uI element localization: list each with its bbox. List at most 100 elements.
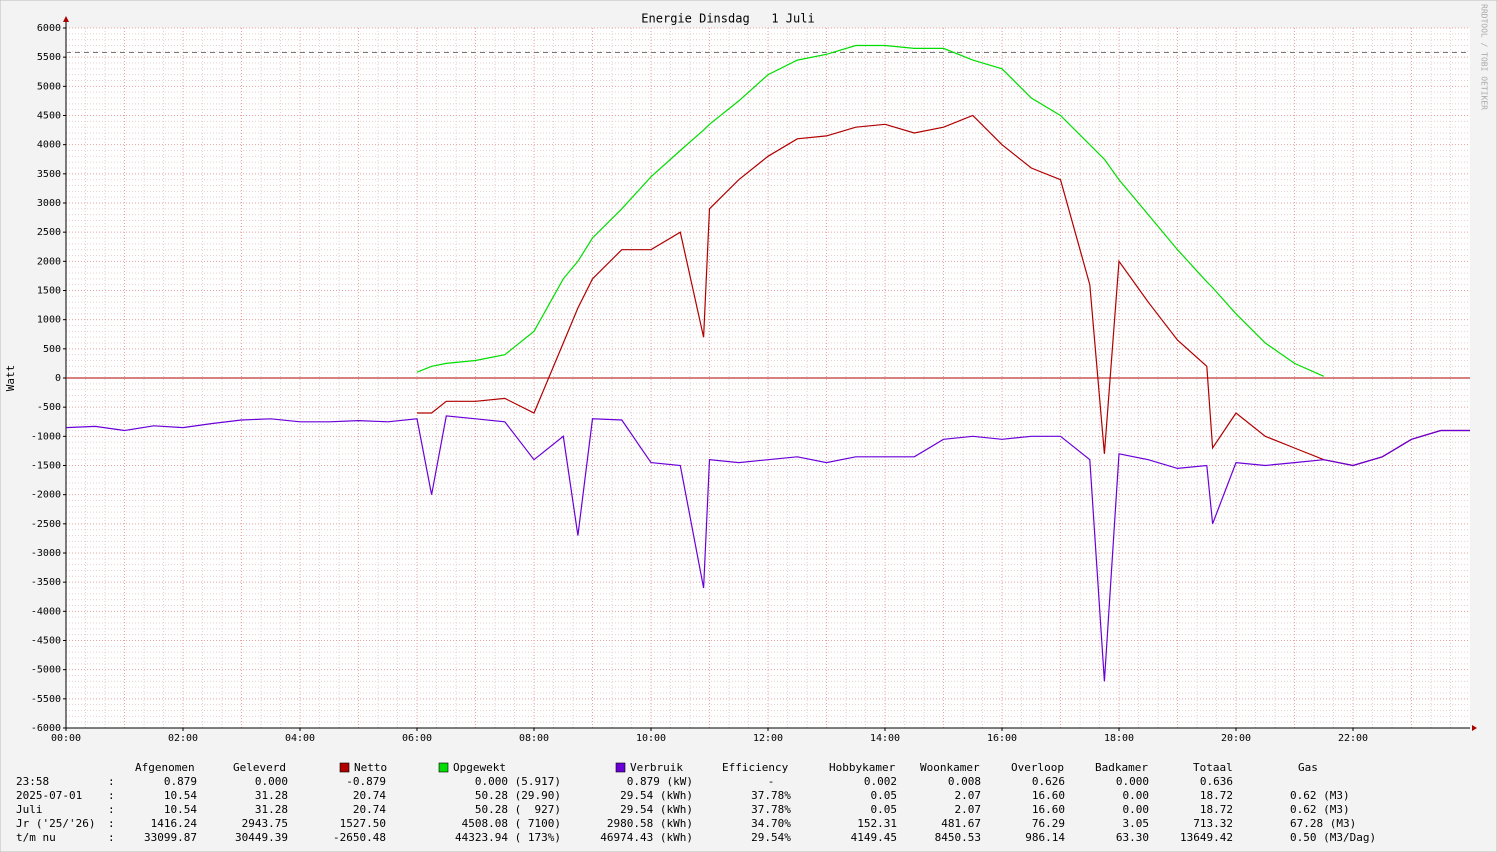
table-cell: 8450.53 [935, 831, 981, 844]
table-cell: 481.67 [941, 817, 981, 830]
table-cell: 0.62 (M3) [1290, 789, 1350, 802]
column-header: Efficiency [722, 761, 789, 774]
y-tick-label: -1000 [31, 431, 61, 442]
table-cell: 29.54 (kWh) [620, 789, 693, 802]
column-header: Hobbykamer [829, 761, 896, 774]
table-cell: 1527.50 [340, 817, 386, 830]
y-tick-label: -500 [37, 402, 61, 413]
row-separator: : [108, 803, 115, 816]
table-cell: 29.54% [751, 831, 791, 844]
column-header: Geleverd [233, 761, 286, 774]
y-tick-label: 6000 [37, 23, 61, 34]
table-cell: 986.14 [1025, 831, 1065, 844]
table-cell: 0.008 [948, 775, 981, 788]
watermark: RRDTOOL / TOBI OETIKER [1480, 4, 1489, 110]
y-tick-label: 5500 [37, 52, 61, 63]
y-tick-label: -3000 [31, 548, 61, 559]
table: Afgenomen Geleverd Efficiency Hobbykamer Woo… [16, 761, 1376, 844]
legend-swatch [339, 762, 350, 773]
table-cell: 63.30 [1116, 831, 1149, 844]
table-cell: 2.07 [955, 803, 982, 816]
table-cell: 16.60 [1032, 789, 1065, 802]
table-cell: 13649.42 [1180, 831, 1233, 844]
y-tick-label: -5000 [31, 665, 61, 676]
y-tick-label: 1000 [37, 315, 61, 326]
y-tick-label: 5000 [37, 81, 61, 92]
y-tick-label: -1500 [31, 461, 61, 472]
table-cell: 31.28 [255, 803, 288, 816]
y-tick-label: 4000 [37, 140, 61, 151]
table-cell: 76.29 [1032, 817, 1065, 830]
table-cell: 18.72 [1200, 803, 1233, 816]
column-header: Overloop [1011, 761, 1064, 774]
x-tick-label: 04:00 [285, 733, 315, 744]
y-tick-label: -4000 [31, 606, 61, 617]
y-tick-label: 2000 [37, 256, 61, 267]
table-cell: 0.00 [1123, 803, 1150, 816]
table-cell: 0.879 [164, 775, 197, 788]
x-tick-label: 12:00 [753, 733, 783, 744]
series-line [65, 415, 1470, 682]
row-separator: : [108, 831, 115, 844]
legend-swatch [438, 762, 449, 773]
row-separator: : [108, 817, 115, 830]
y-tick-label: -2000 [31, 490, 61, 501]
series-line [416, 44, 1325, 377]
row-label: t/m nu [16, 831, 56, 844]
table-cell: 1416.24 [151, 817, 198, 830]
x-tick-label: 14:00 [870, 733, 900, 744]
table-cell: 4149.45 [851, 831, 897, 844]
x-tick-label: 10:00 [636, 733, 666, 744]
table-cell: 50.28 (29.90) [475, 789, 561, 802]
series-line [417, 114, 1470, 467]
y-tick-label: 2500 [37, 227, 61, 238]
table-cell: 10.54 [164, 789, 197, 802]
table-cell: 10.54 [164, 803, 197, 816]
table-cell: - [768, 775, 775, 788]
table-cell: 37.78% [751, 789, 791, 802]
table-cell: 44323.94 ( 173%) [455, 831, 561, 844]
table-cell: 0.50 (M3/Dag) [1290, 831, 1376, 844]
column-header: Totaal [1193, 761, 1233, 774]
row-label: Juli [16, 803, 43, 816]
table-cell: 152.31 [857, 817, 897, 830]
table-cell: 0.626 [1032, 775, 1065, 788]
table-cell: 16.60 [1032, 803, 1065, 816]
table-cell: 713.32 [1193, 817, 1233, 830]
table-cell: 4508.08 ( 7100) [462, 817, 561, 830]
table-cell: -0.879 [346, 775, 386, 788]
axis-arrow [1472, 725, 1477, 731]
legend-label: Verbruik [630, 761, 683, 774]
x-tick-label: 08:00 [519, 733, 549, 744]
column-header: Badkamer [1095, 761, 1148, 774]
y-tick-label: 3000 [37, 198, 61, 209]
y-tick-label: -2500 [31, 519, 61, 530]
table-cell: 30449.39 [235, 831, 288, 844]
table-cell: 0.62 (M3) [1290, 803, 1350, 816]
marks [65, 44, 1470, 682]
y-tick-label: -5500 [31, 694, 61, 705]
x-tick-label: 02:00 [168, 733, 198, 744]
table-cell: 2.07 [955, 789, 982, 802]
row-label: 2025-07-01 [16, 789, 82, 802]
chart-title: Energie Dinsdag 1 Juli [641, 12, 814, 26]
table-cell: 0.000 (5.917) [475, 775, 561, 788]
y-tick-label: -4500 [31, 636, 61, 647]
table-cell: 50.28 ( 927) [475, 803, 561, 816]
y-axis-label: Watt [4, 365, 17, 392]
table-cell: 2980.58 (kWh) [607, 817, 693, 830]
legend-label: Opgewekt [453, 761, 506, 774]
row-separator: : [108, 775, 115, 788]
table-cell: 0.05 [871, 803, 898, 816]
y-tick-label: 0 [55, 373, 61, 384]
y-tick-label: 1500 [37, 286, 61, 297]
grid: -6000-5500-5000-4500-4000-3500-3000-2500… [31, 16, 1477, 744]
table-cell: 20.74 [353, 803, 386, 816]
table-cell: 20.74 [353, 789, 386, 802]
y-tick-label: 4500 [37, 111, 61, 122]
table-cell: 31.28 [255, 789, 288, 802]
x-tick-label: 06:00 [402, 733, 432, 744]
table-cell: 0.636 [1200, 775, 1233, 788]
x-tick-label: 16:00 [987, 733, 1017, 744]
